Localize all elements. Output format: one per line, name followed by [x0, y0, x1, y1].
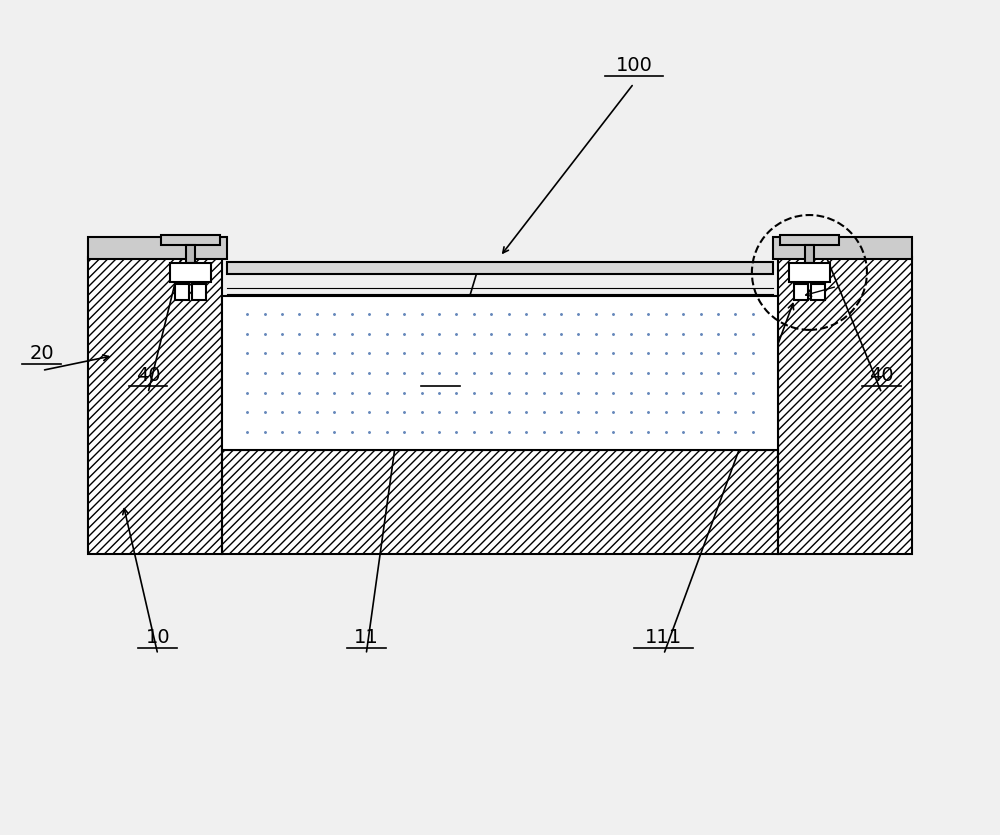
Text: 111: 111	[645, 628, 682, 646]
Bar	[227, 261, 773, 275]
Text: 30: 30	[428, 367, 453, 385]
Text: 11: 11	[354, 628, 379, 646]
Bar	[222, 296, 778, 450]
Bar	[811, 285, 825, 301]
Text: 40: 40	[869, 367, 894, 385]
Text: 10: 10	[146, 628, 170, 646]
Bar	[192, 285, 206, 301]
Bar	[88, 256, 222, 554]
Bar	[789, 262, 830, 282]
Text: 20: 20	[30, 343, 54, 362]
Bar	[222, 450, 778, 554]
Bar	[773, 237, 912, 259]
Bar	[88, 256, 222, 554]
Text: 40: 40	[136, 367, 160, 385]
Bar	[780, 235, 839, 245]
Bar	[778, 256, 912, 554]
Bar	[88, 237, 227, 259]
Bar	[222, 450, 778, 554]
Bar	[161, 235, 220, 245]
Text: 100: 100	[615, 57, 652, 75]
Bar	[170, 262, 211, 282]
Bar	[175, 285, 189, 301]
Bar	[778, 256, 912, 554]
Bar	[186, 245, 195, 262]
Bar	[794, 285, 808, 301]
Bar	[805, 245, 814, 262]
